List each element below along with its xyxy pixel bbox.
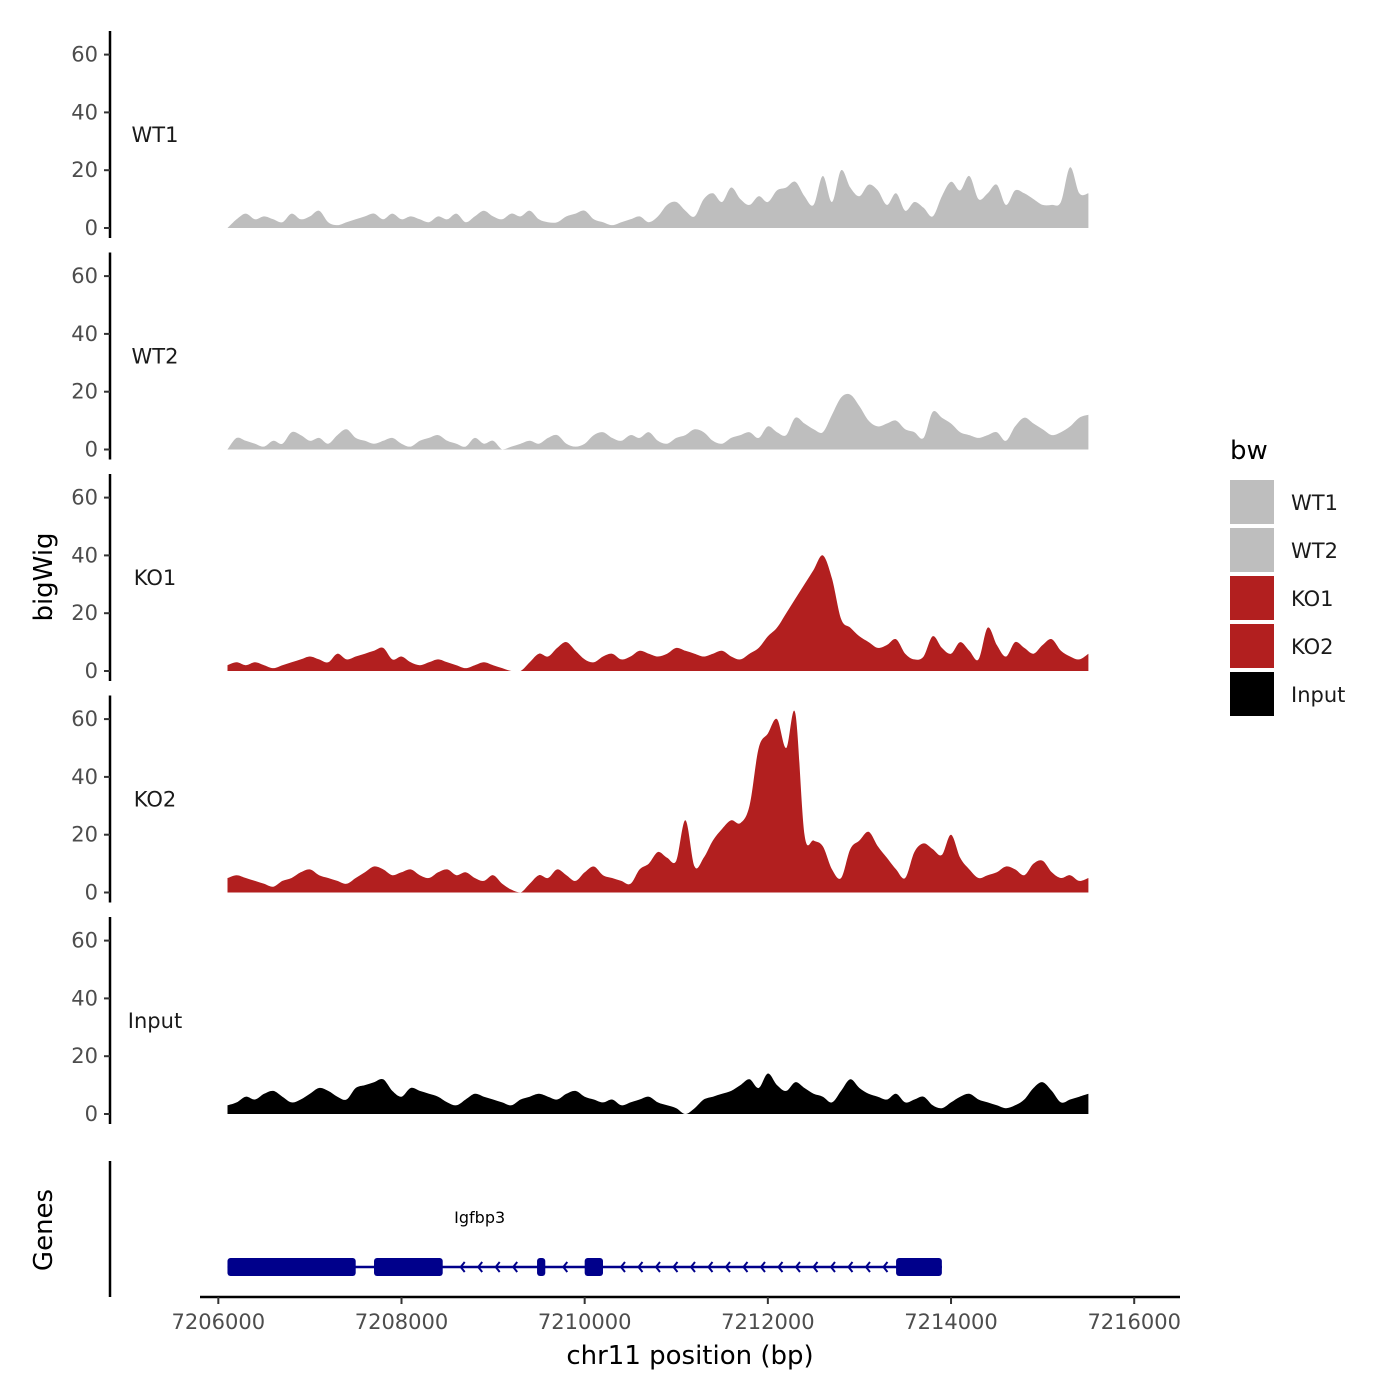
legend-label-input: Input	[1291, 683, 1345, 707]
legend-label-wt1: WT1	[1291, 491, 1338, 515]
y-tick-label: 60	[71, 707, 98, 731]
y-tick-label: 60	[71, 929, 98, 953]
strand-arrow	[812, 1261, 819, 1273]
legend-swatch-ko2	[1230, 624, 1274, 668]
coverage-area-wt2	[227, 393, 1089, 450]
strand-arrow	[724, 1261, 731, 1273]
panel-label: Input	[128, 1009, 182, 1033]
track-wt2: 0 20 40 60 WT2	[71, 252, 1089, 462]
y-tick-label: 20	[71, 823, 98, 847]
strand-arrow	[742, 1261, 749, 1273]
genes-axis-title: Genes	[29, 1189, 59, 1271]
coverage-area-input	[227, 1073, 1089, 1114]
strand-arrow	[654, 1261, 661, 1273]
legend: bw WT1 WT2 KO1 KO2 Input	[1230, 436, 1345, 716]
strand-arrow	[847, 1261, 854, 1273]
panel-label: KO2	[134, 788, 177, 812]
x-tick-label: 7210000	[538, 1310, 632, 1334]
legend-label-wt2: WT2	[1291, 539, 1338, 563]
strand-arrow	[882, 1261, 889, 1273]
legend-swatch-ko1	[1230, 576, 1274, 620]
gene-exon	[584, 1258, 603, 1276]
y-tick-label: 40	[71, 543, 98, 567]
y-axis-title: bigWig	[29, 532, 59, 621]
strand-arrow	[619, 1261, 626, 1273]
x-tick-label: 7214000	[904, 1310, 998, 1334]
legend-label-ko1: KO1	[1291, 587, 1334, 611]
x-axis-title: chr11 position (bp)	[566, 1341, 813, 1371]
y-tick-label: 20	[71, 380, 98, 404]
gene-track: Igfbp3	[108, 1161, 942, 1297]
track-ko2: 0 20 40 60 KO2	[71, 695, 1089, 905]
panel-label: WT2	[132, 345, 179, 369]
panel-label: WT1	[132, 123, 179, 147]
strand-arrow	[794, 1261, 801, 1273]
legend-label-ko2: KO2	[1291, 635, 1334, 659]
strand-arrow	[864, 1261, 871, 1273]
y-tick-label: 40	[71, 322, 98, 346]
strand-arrow	[777, 1261, 784, 1273]
legend-swatch-wt2	[1230, 528, 1274, 572]
y-tick-label: 60	[71, 43, 98, 67]
x-tick-label: 7206000	[172, 1310, 266, 1334]
coverage-area-ko2	[227, 710, 1089, 893]
gene-name-label: Igfbp3	[454, 1208, 505, 1227]
x-tick-label: 7208000	[355, 1310, 449, 1334]
legend-title: bw	[1230, 436, 1268, 466]
legend-swatch-wt1	[1230, 480, 1274, 524]
strand-arrow	[689, 1261, 696, 1273]
y-tick-label: 40	[71, 765, 98, 789]
x-tick-label: 7212000	[721, 1310, 815, 1334]
track-ko1: 0 20 40 60 KO1	[71, 474, 1089, 683]
y-tick-label: 0	[85, 216, 98, 240]
strand-arrow	[511, 1261, 518, 1273]
y-tick-label: 40	[71, 100, 98, 124]
y-tick-label: 60	[71, 264, 98, 288]
panel-label: KO1	[134, 566, 177, 590]
y-tick-label: 60	[71, 486, 98, 510]
y-tick-label: 20	[71, 1044, 98, 1068]
gene-exon	[537, 1258, 546, 1276]
track-panels: 0 20 40 60 WT1 0 20 40 60 WT2 0 20 40 60 KO1 0 20 40 60 KO2…	[71, 31, 1089, 1126]
strand-arrow	[459, 1261, 466, 1273]
y-tick-label: 40	[71, 986, 98, 1010]
y-tick-label: 20	[71, 158, 98, 182]
gene-exon	[896, 1258, 942, 1276]
strand-arrow	[562, 1261, 569, 1273]
gene-exon	[227, 1258, 356, 1276]
coverage-area-ko1	[227, 555, 1089, 671]
strand-arrow	[759, 1261, 766, 1273]
strand-arrow	[829, 1261, 836, 1273]
legend-swatch-input	[1230, 672, 1274, 716]
y-tick-label: 0	[85, 659, 98, 683]
strand-arrow	[494, 1261, 501, 1273]
strand-arrow	[672, 1261, 679, 1273]
x-tick-label: 7216000	[1087, 1310, 1181, 1334]
y-tick-label: 0	[85, 881, 98, 905]
y-tick-label: 0	[85, 438, 98, 462]
track-wt1: 0 20 40 60 WT1	[71, 31, 1089, 240]
y-tick-label: 0	[85, 1102, 98, 1126]
x-axis: 7206000 7208000 7210000 7212000 7214000 72160…	[172, 1295, 1181, 1334]
coverage-area-wt1	[227, 167, 1089, 228]
gene-exon	[374, 1258, 443, 1276]
strand-arrow	[707, 1261, 714, 1273]
strand-arrow	[637, 1261, 644, 1273]
strand-arrow	[476, 1261, 483, 1273]
y-tick-label: 20	[71, 601, 98, 625]
track-input: 0 20 40 60 Input	[71, 917, 1089, 1126]
